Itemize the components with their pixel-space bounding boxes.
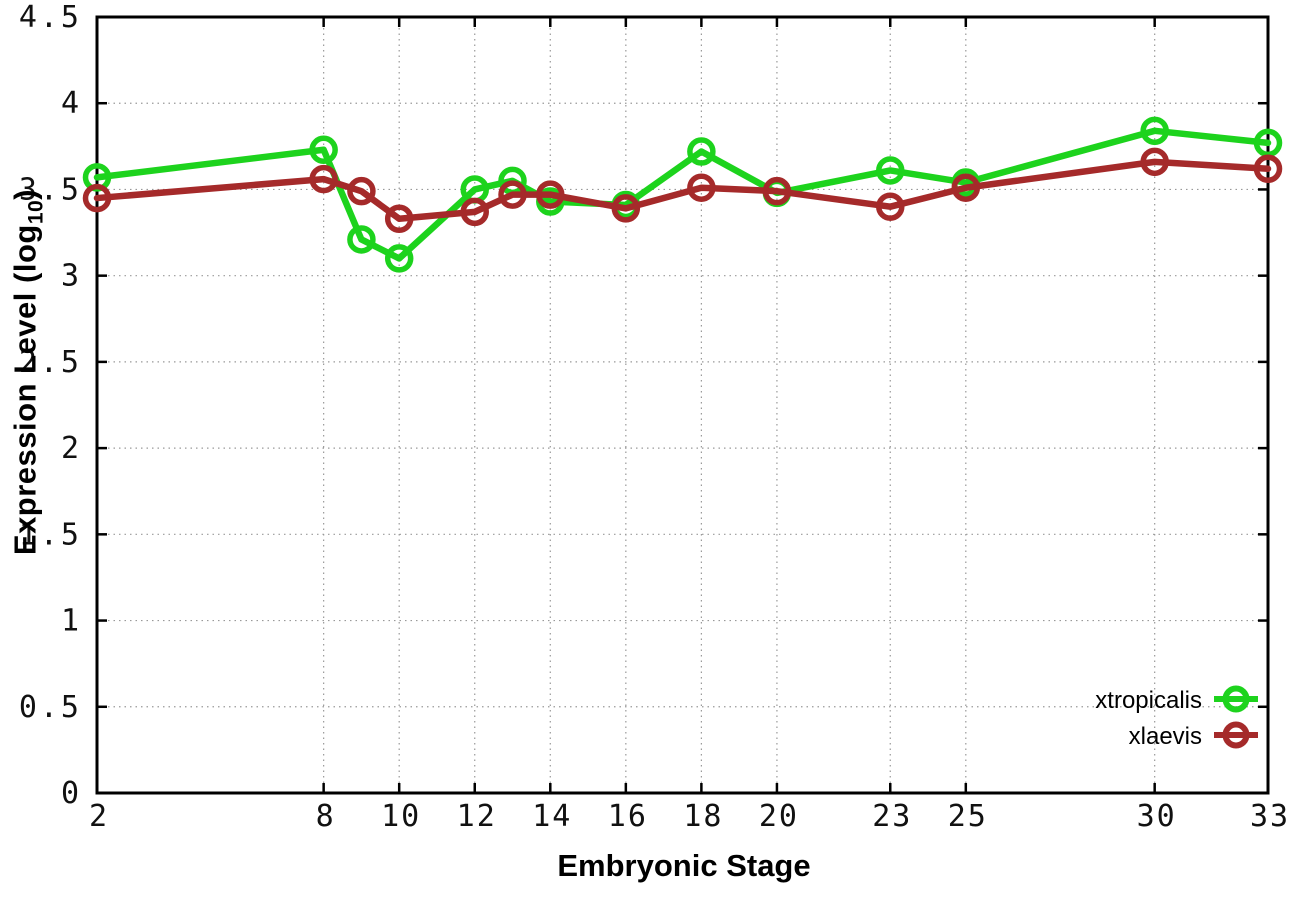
series-xlaevis-point xyxy=(1253,154,1283,184)
series-xtropicalis-point xyxy=(347,225,376,254)
y-tick-label: 3.5 xyxy=(19,172,82,207)
legend-label-xtropicalis: xtropicalis xyxy=(1095,687,1202,714)
series-xlaevis-point xyxy=(384,204,414,234)
x-tick-label: 2 xyxy=(89,799,109,834)
legend-marker-xtropicalis xyxy=(1212,683,1260,720)
series-xlaevis-point xyxy=(687,173,716,202)
series-xlaevis-point xyxy=(951,173,981,202)
y-tick-label: 4 xyxy=(61,86,82,121)
series-xtropicalis-point xyxy=(309,135,338,165)
x-tick-label: 18 xyxy=(683,799,723,834)
x-tick-label: 10 xyxy=(381,799,421,834)
series-xlaevis-point xyxy=(498,180,527,209)
series-xlaevis-point xyxy=(611,194,641,223)
x-tick-label: 25 xyxy=(948,799,988,834)
series-xtropicalis-point xyxy=(687,137,716,166)
series-xlaevis-point xyxy=(82,183,112,213)
y-tick-label: 1.5 xyxy=(19,517,82,552)
series-xlaevis-point xyxy=(460,197,489,227)
x-tick-label: 8 xyxy=(316,799,336,834)
series-xlaevis-point xyxy=(876,192,905,221)
y-tick-label: 1 xyxy=(61,604,82,639)
y-tick-label: 3 xyxy=(61,259,82,294)
series-xtropicalis-point xyxy=(384,244,414,273)
y-tick-label: 0 xyxy=(61,776,82,811)
series-xlaevis-point xyxy=(309,164,338,194)
x-tick-label: 30 xyxy=(1137,799,1177,834)
series-xlaevis-line xyxy=(93,158,1272,223)
y-tick-label: 0.5 xyxy=(19,690,82,725)
x-tick-label: 16 xyxy=(608,799,648,834)
y-tick-label: 2.5 xyxy=(19,345,82,380)
x-tick-label: 12 xyxy=(457,799,497,834)
series-xlaevis-point xyxy=(762,176,792,206)
series-xlaevis-point xyxy=(347,176,376,206)
series-xtropicalis-point xyxy=(876,156,905,185)
x-tick-label: 14 xyxy=(532,799,572,834)
y-tick-label: 4.5 xyxy=(19,0,82,35)
series-xtropicalis-point xyxy=(1253,128,1283,158)
series-xlaevis-point xyxy=(536,180,565,209)
x-tick-label: 23 xyxy=(872,799,912,834)
series-xlaevis-point xyxy=(1140,147,1169,177)
series-xtropicalis-point xyxy=(1140,116,1169,146)
legend-item-xtropicalis: xtropicalis xyxy=(1095,684,1260,718)
plot-border xyxy=(95,15,1270,795)
x-tick-label: 33 xyxy=(1250,799,1290,834)
legend: xtropicalis xlaevis xyxy=(1095,684,1260,754)
circle-line-marker-icon xyxy=(1214,721,1258,748)
y-tick-label: 2 xyxy=(61,431,82,466)
legend-marker-xlaevis xyxy=(1212,719,1260,756)
x-axis-title: Embryonic Stage xyxy=(557,848,811,883)
y-axis-title-close: ) xyxy=(7,188,43,200)
y-axis-title-subscript: 10 xyxy=(24,199,48,225)
x-tick-label: 20 xyxy=(759,799,799,834)
y-axis-title: Expression Level (log10) xyxy=(7,189,48,555)
y-axis-title-text: Expression Level (log xyxy=(7,224,43,556)
legend-item-xlaevis: xlaevis xyxy=(1129,720,1260,754)
legend-label-xlaevis: xlaevis xyxy=(1128,723,1202,750)
circle-line-marker-icon xyxy=(1214,685,1258,712)
